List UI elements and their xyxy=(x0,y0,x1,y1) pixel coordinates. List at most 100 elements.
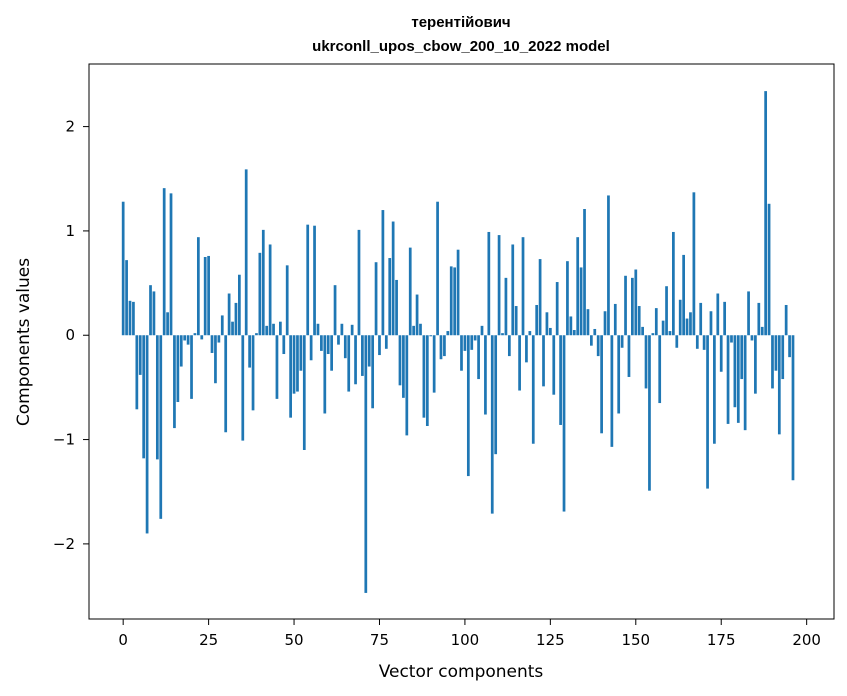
x-tick-label: 25 xyxy=(199,631,218,649)
bar-component-138 xyxy=(593,328,597,336)
bar-component-141 xyxy=(603,311,607,336)
bar-component-195 xyxy=(788,335,791,358)
bar-component-183 xyxy=(747,291,750,336)
x-axis: 0 25 50 75 100 125 150 175 200 xyxy=(118,619,821,649)
bar-component-21 xyxy=(193,333,197,336)
bar-component-84 xyxy=(408,247,412,336)
bar-component-81 xyxy=(398,335,402,386)
bar-component-32 xyxy=(231,321,234,336)
bar-component-185 xyxy=(754,335,757,394)
chart-title: терентійович xyxy=(411,14,510,31)
bar-component-82 xyxy=(402,335,405,398)
x-tick-label: 0 xyxy=(118,631,128,649)
bar-component-194 xyxy=(784,304,788,336)
bar-component-2 xyxy=(128,300,132,336)
bar-component-109 xyxy=(494,335,498,455)
bar-component-12 xyxy=(162,188,166,336)
bar-component-41 xyxy=(261,229,265,336)
bar-component-51 xyxy=(296,335,299,392)
bar-component-43 xyxy=(268,244,272,336)
bar-component-115 xyxy=(514,306,518,336)
bar-component-88 xyxy=(422,335,426,418)
bar-component-108 xyxy=(490,335,494,514)
bar-component-61 xyxy=(330,335,333,371)
x-tick-label: 200 xyxy=(792,631,821,649)
bar-component-182 xyxy=(743,335,747,431)
bar-component-58 xyxy=(320,335,323,351)
bar-component-146 xyxy=(620,335,624,348)
bar-component-116 xyxy=(518,335,521,391)
bar-component-86 xyxy=(415,294,419,336)
bar-component-52 xyxy=(299,335,303,371)
bar-component-120 xyxy=(531,335,535,444)
bar-component-80 xyxy=(395,279,398,336)
bar-component-161 xyxy=(672,231,675,336)
bar-component-150 xyxy=(634,269,638,336)
bar-component-33 xyxy=(234,302,238,336)
x-tick-label: 100 xyxy=(451,631,480,649)
bar-component-196 xyxy=(791,335,795,481)
bar-component-45 xyxy=(275,335,279,399)
bar-component-92 xyxy=(436,201,439,336)
bar-component-100 xyxy=(463,335,467,351)
bar-component-162 xyxy=(675,335,679,348)
bar-component-9 xyxy=(152,291,156,336)
chart-subtitle: ukrconll_upos_cbow_200_10_2022 model xyxy=(312,38,610,55)
bar-component-8 xyxy=(149,285,152,336)
bar-component-7 xyxy=(145,335,149,534)
bar-component-89 xyxy=(425,335,429,426)
bar-component-193 xyxy=(781,335,785,380)
bar-component-39 xyxy=(255,333,258,336)
x-tick-label: 150 xyxy=(621,631,650,649)
bar-component-103 xyxy=(473,335,477,341)
y-tick-label: 0 xyxy=(65,326,75,344)
bar-component-144 xyxy=(613,303,617,336)
bar-component-119 xyxy=(528,331,532,336)
bar-component-19 xyxy=(186,335,190,345)
bar-component-65 xyxy=(343,335,347,359)
bar-component-35 xyxy=(241,335,245,441)
bar-component-49 xyxy=(289,335,292,418)
bar-component-155 xyxy=(651,333,655,336)
bar-component-171 xyxy=(706,335,709,489)
bar-component-173 xyxy=(713,335,716,444)
bar-component-20 xyxy=(190,335,193,399)
bar-component-71 xyxy=(364,335,368,593)
bar-component-87 xyxy=(419,323,422,336)
bar-component-99 xyxy=(460,335,463,371)
bar-component-106 xyxy=(484,335,487,415)
bar-component-105 xyxy=(480,325,484,336)
bar-component-149 xyxy=(631,277,634,336)
bar-component-4 xyxy=(135,335,139,410)
x-tick-label: 125 xyxy=(536,631,565,649)
bar-component-22 xyxy=(196,237,200,336)
y-axis-label: Components values xyxy=(14,258,34,426)
bar-component-166 xyxy=(689,312,692,336)
bar-component-17 xyxy=(179,335,183,367)
bar-component-59 xyxy=(323,335,327,414)
bar-component-34 xyxy=(238,274,241,336)
y-tick-label: −1 xyxy=(53,431,75,449)
bar-component-16 xyxy=(176,335,180,403)
bar-component-187 xyxy=(760,326,764,336)
bar-component-93 xyxy=(439,335,443,360)
bar-component-174 xyxy=(716,293,720,336)
bar-component-130 xyxy=(566,261,569,336)
bar-component-124 xyxy=(545,312,549,336)
bar-component-97 xyxy=(453,267,457,336)
bar-component-147 xyxy=(624,275,627,336)
bar-component-15 xyxy=(173,335,176,429)
bar-component-94 xyxy=(443,335,446,357)
bar-component-114 xyxy=(511,244,515,336)
bar-component-156 xyxy=(654,308,658,336)
x-tick-label: 75 xyxy=(370,631,389,649)
bar-component-129 xyxy=(562,335,566,512)
bar-component-140 xyxy=(600,335,603,434)
bar-component-85 xyxy=(412,325,416,336)
bar-component-186 xyxy=(757,302,761,336)
bar-component-10 xyxy=(155,335,159,460)
bar-component-137 xyxy=(590,335,593,346)
bar-component-165 xyxy=(685,318,689,336)
bar-component-44 xyxy=(272,323,275,336)
